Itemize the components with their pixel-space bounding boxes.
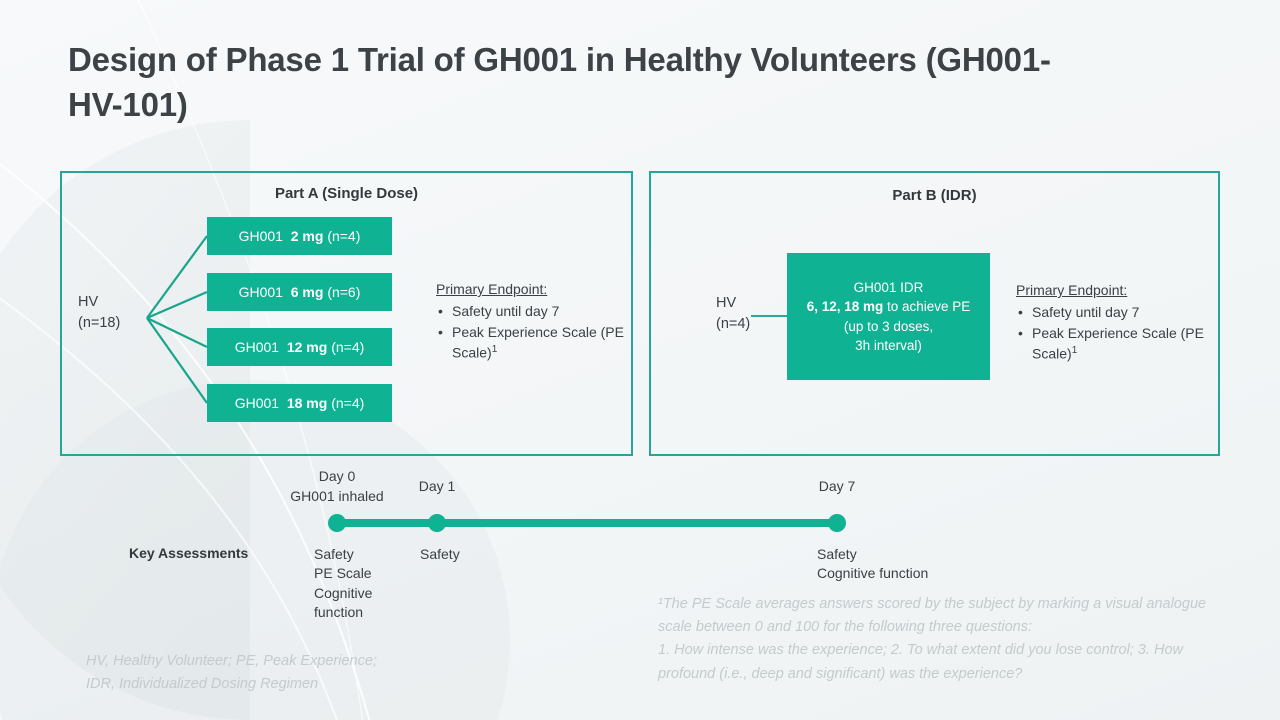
dose-amount: 18 mg bbox=[286, 395, 328, 411]
timeline-track bbox=[337, 519, 837, 527]
dose-arm-box: GH001 2 mg (n=4) bbox=[207, 217, 392, 255]
endpoint-item: Safety until day 7 bbox=[1018, 303, 1216, 323]
dose-n: (n=4) bbox=[331, 339, 365, 355]
dose-amount: 12 mg bbox=[286, 339, 328, 355]
timeline-dot bbox=[328, 514, 346, 532]
timeline-assessment-list: Safety bbox=[420, 546, 460, 562]
page-title: Design of Phase 1 Trial of GH001 in Heal… bbox=[68, 41, 1051, 123]
dose-amount: 6 mg bbox=[290, 284, 324, 300]
timeline-dot bbox=[428, 514, 446, 532]
part-b-title: Part B (IDR) bbox=[892, 187, 977, 204]
dose-drug: GH001 bbox=[234, 395, 280, 411]
endpoint-heading: Primary Endpoint: bbox=[1016, 282, 1128, 298]
idr-line-4: 3h interval) bbox=[855, 337, 922, 353]
timeline-day-label: Day 0 GH001 inhaled bbox=[290, 468, 384, 504]
part-a-connector-lines bbox=[146, 235, 208, 404]
idr-dose-box: GH001 IDR 6, 12, 18 mg to achieve PE (up… bbox=[787, 253, 990, 380]
part-a-title: Part A (Single Dose) bbox=[274, 185, 419, 202]
footnote-marker: 1 bbox=[1071, 344, 1078, 356]
part-a-hv-label: HV (n=18) bbox=[78, 294, 121, 332]
timeline-assessment-list: Safety Cognitive function bbox=[817, 546, 929, 582]
timeline-day-label: Day 7 bbox=[818, 478, 856, 494]
part-a-panel bbox=[60, 171, 633, 456]
part-a-primary-endpoint: Primary Endpoint: Safety until day 7 Pea… bbox=[436, 280, 626, 364]
endpoint-item: Peak Experience Scale (PE Scale)1 bbox=[438, 323, 626, 363]
dose-drug: GH001 bbox=[238, 228, 283, 244]
idr-doses-suffix: to achieve PE bbox=[883, 299, 971, 315]
timeline-day-label: Day 1 bbox=[418, 478, 456, 494]
part-b-hv-label: HV (n=4) bbox=[716, 295, 751, 333]
timeline-assessment-list: Safety PE Scale Cognitive function bbox=[314, 546, 373, 620]
dose-drug: GH001 bbox=[238, 284, 283, 300]
dose-n: (n=6) bbox=[327, 284, 361, 300]
dose-arm-box: GH001 18 mg (n=4) bbox=[207, 384, 392, 422]
key-assessments-label: Key Assessments bbox=[129, 545, 249, 561]
endpoint-item: Peak Experience Scale (PE Scale)1 bbox=[1018, 324, 1216, 364]
dose-amount: 2 mg bbox=[290, 228, 324, 244]
abbreviations-footnote: HV, Healthy Volunteer; PE, Peak Experien… bbox=[86, 653, 377, 693]
part-b-panel bbox=[649, 171, 1220, 456]
footnote-marker: 1 bbox=[491, 343, 498, 355]
endpoint-item: Safety until day 7 bbox=[438, 302, 626, 322]
part-b-connector-line bbox=[751, 315, 788, 317]
part-b-primary-endpoint: Primary Endpoint: Safety until day 7 Pea… bbox=[1016, 281, 1216, 365]
dose-drug: GH001 bbox=[234, 339, 280, 355]
idr-line-1: GH001 IDR bbox=[853, 280, 924, 296]
timeline-dot bbox=[828, 514, 846, 532]
dose-n: (n=4) bbox=[331, 395, 365, 411]
dose-n: (n=4) bbox=[327, 228, 361, 244]
idr-doses: 6, 12, 18 mg bbox=[806, 299, 884, 315]
dose-arm-box: GH001 12 mg (n=4) bbox=[207, 328, 392, 366]
idr-line-3: (up to 3 doses, bbox=[843, 318, 934, 334]
endpoint-heading: Primary Endpoint: bbox=[436, 281, 548, 297]
dose-arm-box: GH001 6 mg (n=6) bbox=[207, 273, 392, 311]
idr-line-2: 6, 12, 18 mg to achieve PE bbox=[807, 297, 971, 316]
pe-scale-footnote: ¹The PE Scale averages answers scored by… bbox=[658, 596, 1207, 682]
